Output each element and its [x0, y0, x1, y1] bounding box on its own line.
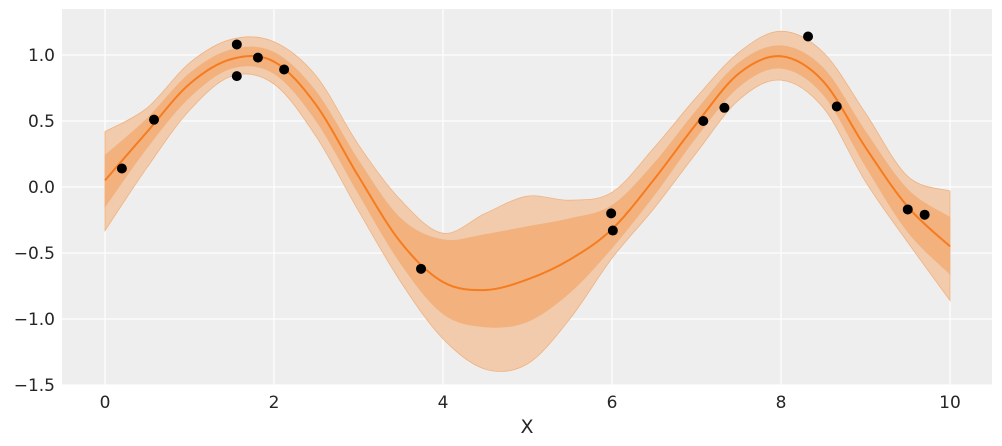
observation-point [279, 64, 290, 75]
credible-bands [104, 30, 951, 372]
x-tick-label: 0 [100, 393, 111, 413]
observation-point [719, 102, 730, 113]
x-tick-label: 6 [607, 393, 618, 413]
observation-points [116, 31, 930, 274]
y-tick-label: −1.5 [14, 376, 55, 396]
x-axis-label: X [520, 416, 533, 438]
observation-point [803, 31, 814, 42]
observation-point [116, 163, 127, 174]
observation-point [416, 263, 427, 274]
observation-point [149, 114, 160, 125]
x-tick-label: 4 [438, 393, 449, 413]
observation-point [919, 209, 930, 220]
observation-point [606, 208, 617, 219]
posterior-mean-line [104, 54, 951, 292]
y-tick-label: −1.0 [14, 310, 55, 330]
inner-credible-band [104, 45, 951, 328]
observation-point [231, 39, 242, 50]
x-tick-label: 2 [269, 393, 280, 413]
observation-point [607, 225, 618, 236]
y-tick-label: 0.5 [28, 112, 55, 132]
y-tick-label: 1.0 [28, 46, 55, 66]
x-tick-label: 8 [776, 393, 787, 413]
observation-point [252, 52, 263, 63]
y-axis-ticks: 1.0 0.5 0.0 −0.5 −1.0 −1.5 [14, 46, 55, 396]
observation-point [231, 71, 242, 82]
observation-point [698, 116, 709, 126]
y-tick-label: 0.0 [28, 178, 55, 198]
y-tick-label: −0.5 [14, 244, 55, 264]
x-axis-ticks: 0 2 4 6 8 10 [100, 393, 961, 413]
observation-point [831, 101, 842, 112]
observation-point [902, 204, 913, 215]
x-tick-label: 10 [939, 393, 961, 413]
